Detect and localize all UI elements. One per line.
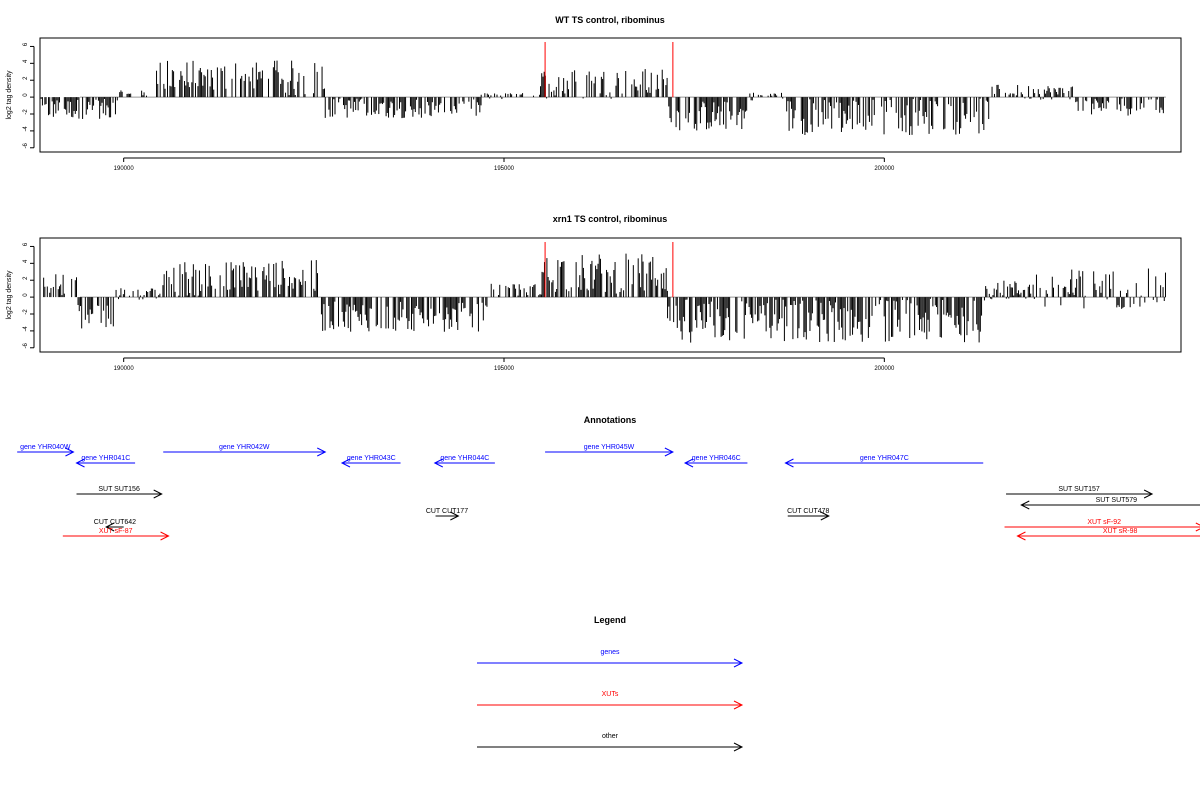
y-tick-label: -4 xyxy=(23,126,29,132)
other-label: SUT SUT579 xyxy=(1096,497,1138,504)
y-tick-label: 6 xyxy=(23,242,29,246)
y-tick-label: 4 xyxy=(23,259,29,263)
gene-label: gene YHR046C xyxy=(692,455,741,462)
gene-arrow xyxy=(75,458,136,468)
y-tick-label: -4 xyxy=(23,326,29,332)
other-arrow xyxy=(435,511,460,521)
xrn1-track-title: xrn1 TS control, ribominus xyxy=(553,214,668,224)
gene-label: gene YHR043C xyxy=(347,455,396,462)
xut-label: XUT sR-98 xyxy=(1103,528,1138,535)
gene-arrow xyxy=(683,458,748,468)
gene-arrow xyxy=(545,447,674,457)
xut-arrow xyxy=(1004,522,1200,532)
annotation-features: gene YHR040W gene YHR041C gene YHR042W gene… xyxy=(17,444,1200,541)
xut-label: XUT sF-87 xyxy=(99,528,133,535)
y-tick-label: -2 xyxy=(23,109,29,115)
other-label: SUT SUT156 xyxy=(98,486,140,493)
gene-label: gene YHR042W xyxy=(219,444,270,451)
wt-plot-frame xyxy=(39,37,1182,153)
wt-track-panel: WT TS control, ribominus log2 tag densit… xyxy=(6,15,1182,172)
other-arrow xyxy=(1006,489,1154,499)
other-arrow xyxy=(787,511,830,521)
gene-label: gene YHR040W xyxy=(20,444,71,451)
x-tick-label: 190000 xyxy=(114,166,135,172)
gene-arrow xyxy=(433,458,495,468)
x-tick-label: 195000 xyxy=(494,166,515,172)
x-tick-label: 200000 xyxy=(874,166,895,172)
gene-arrow xyxy=(784,458,984,468)
xrn1-plot-frame xyxy=(39,237,1182,353)
legend-xut-arrow xyxy=(477,700,744,710)
xut-arrow xyxy=(1016,531,1200,541)
other-label: SUT SUT157 xyxy=(1058,486,1100,493)
legend-items: genes XUTs other xyxy=(477,649,744,752)
y-tick-label: 0 xyxy=(23,93,29,97)
legend-label: XUTs xyxy=(602,691,619,698)
x-tick-label: 190000 xyxy=(114,366,135,372)
wt-ylabel: log2 tag density xyxy=(6,70,13,120)
x-tick-label: 195000 xyxy=(494,366,515,372)
xrn1-track-panel: xrn1 TS control, ribominus log2 tag dens… xyxy=(6,214,1182,372)
y-tick-label: 2 xyxy=(23,276,29,280)
gene-label: gene YHR044C xyxy=(440,455,489,462)
other-arrow xyxy=(1020,500,1200,510)
gene-label: gene YHR041C xyxy=(81,455,130,462)
xrn1-bars xyxy=(43,242,1166,343)
xut-arrow xyxy=(62,531,170,541)
legend-panel: Legend genes XUTs other xyxy=(477,615,744,752)
wt-axes: 6 4 2 0 -2 -4 -6 190000 195000 200000 xyxy=(23,42,895,172)
xut-label: XUT sF-92 xyxy=(1087,519,1121,526)
legend-label: other xyxy=(602,733,619,740)
gene-label: gene YHR047C xyxy=(860,455,909,462)
legend-label: genes xyxy=(600,649,620,656)
gene-arrow xyxy=(17,447,75,457)
y-tick-label: 6 xyxy=(23,42,29,46)
other-label: CUT CUT642 xyxy=(94,519,136,526)
gene-arrow xyxy=(340,458,401,468)
wt-bars xyxy=(39,42,1166,136)
y-tick-label: 4 xyxy=(23,59,29,63)
xrn1-axes: 6 4 2 0 -2 -4 -6 190000 195000 200000 xyxy=(23,242,895,372)
other-arrow xyxy=(105,522,124,532)
legend-title: Legend xyxy=(594,615,626,625)
other-arrow xyxy=(76,489,163,499)
y-tick-label: 0 xyxy=(23,293,29,297)
annotations-title: Annotations xyxy=(584,415,637,425)
x-tick-label: 200000 xyxy=(874,366,895,372)
legend-other-arrow xyxy=(477,742,744,752)
other-label: CUT CUT177 xyxy=(426,508,468,515)
xrn1-ylabel: log2 tag density xyxy=(6,270,13,320)
gene-label: gene YHR045W xyxy=(584,444,635,451)
other-label: CUT CUT478 xyxy=(787,508,829,515)
y-tick-label: 2 xyxy=(23,76,29,80)
y-tick-label: -2 xyxy=(23,309,29,315)
legend-gene-arrow xyxy=(477,658,744,668)
y-tick-label: -6 xyxy=(23,342,29,348)
gene-arrow xyxy=(163,447,327,457)
y-tick-label: -6 xyxy=(23,142,29,148)
wt-track-title: WT TS control, ribominus xyxy=(555,15,665,25)
